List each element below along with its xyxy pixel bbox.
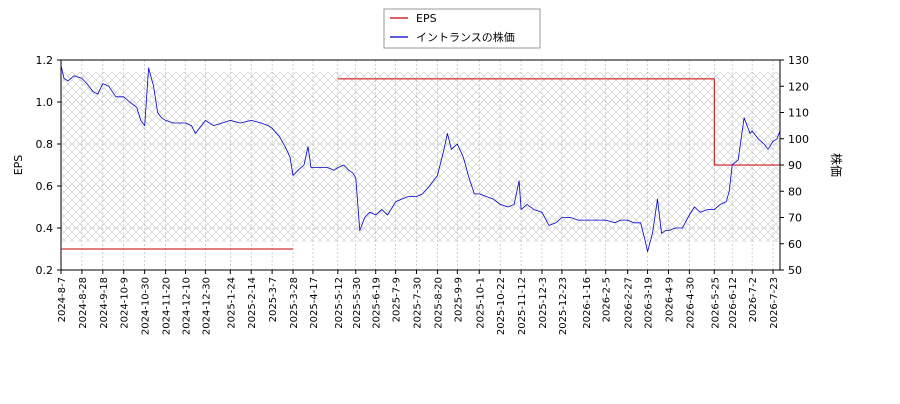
hatch-band bbox=[61, 72, 780, 242]
x-tick-label: 2025-6-19 bbox=[372, 277, 383, 329]
right-tick-label: 100 bbox=[788, 133, 809, 146]
left-axis: 0.2 0.4 0.6 0.8 1.0 1.2 bbox=[36, 54, 61, 277]
x-tick-label: 2026-2-27 bbox=[624, 277, 635, 329]
x-tick-label: 2025-12-23 bbox=[558, 277, 569, 335]
x-tick-label: 2026-2-5 bbox=[602, 277, 613, 322]
x-tick-label: 2025-9-9 bbox=[453, 277, 464, 322]
x-tick-label: 2026-7-2 bbox=[748, 277, 759, 322]
x-tick-label: 2025-12-3 bbox=[538, 277, 549, 329]
series-layer bbox=[60, 65, 781, 253]
x-tick-label: 2025-10-22 bbox=[496, 277, 507, 335]
x-tick-label: 2025-1-24 bbox=[226, 277, 237, 329]
x-tick-label: 2025-2-14 bbox=[247, 277, 258, 329]
left-tick-label: 1.2 bbox=[36, 54, 54, 67]
right-tick-label: 130 bbox=[788, 54, 809, 67]
x-tick-label: 2026-6-12 bbox=[728, 277, 739, 329]
x-tick-label: 2025-3-28 bbox=[289, 277, 300, 329]
x-tick-label: 2024-8-7 bbox=[57, 277, 68, 322]
right-axis: 50 60 70 80 90 100 110 120 130 bbox=[780, 54, 809, 277]
x-tick-label: 2025-7-30 bbox=[413, 277, 424, 329]
x-tick-label: 2026-3-19 bbox=[644, 277, 655, 329]
x-tick-label: 2025-3-7 bbox=[268, 277, 279, 322]
x-tick-label: 2025-8-20 bbox=[433, 277, 444, 329]
right-tick-label: 90 bbox=[788, 159, 802, 172]
x-tick-label: 2024-10-30 bbox=[141, 277, 152, 335]
right-tick-label: 120 bbox=[788, 80, 809, 93]
left-tick-label: 0.4 bbox=[36, 222, 54, 235]
right-tick-label: 60 bbox=[788, 238, 802, 251]
x-tick-label: 2024-10-9 bbox=[120, 277, 131, 329]
x-tick-label: 2026-5-25 bbox=[710, 277, 721, 329]
x-axis: 2024-8-7 2024-8-28 2024-9-18 2024-10-9 2024-… bbox=[57, 270, 780, 335]
left-axis-label: EPS bbox=[12, 155, 25, 176]
left-tick-label: 1.0 bbox=[36, 96, 54, 109]
legend-label-eps: EPS bbox=[416, 12, 437, 25]
x-tick-label: 2026-1-16 bbox=[582, 277, 593, 329]
right-tick-label: 70 bbox=[788, 212, 802, 225]
right-tick-label: 110 bbox=[788, 107, 809, 120]
x-tick-label: 2024-12-30 bbox=[201, 277, 212, 335]
x-tick-label: 2025-5-12 bbox=[334, 277, 345, 329]
right-axis-label: 株価 bbox=[829, 153, 844, 177]
x-tick-label: 2025-10-1 bbox=[475, 277, 486, 329]
x-tick-label: 2025-11-12 bbox=[517, 277, 528, 335]
x-tick-label: 2025-5-30 bbox=[352, 277, 363, 329]
legend-box bbox=[383, 8, 541, 49]
left-tick-label: 0.2 bbox=[36, 264, 54, 277]
right-tick-label: 50 bbox=[788, 264, 802, 277]
eps-line-segment bbox=[337, 78, 780, 166]
right-tick-label: 80 bbox=[788, 185, 802, 198]
x-tick-label: 2026-7-23 bbox=[769, 277, 780, 329]
x-tick-label: 2024-8-28 bbox=[78, 277, 89, 329]
price-line bbox=[60, 65, 781, 253]
x-tick-label: 2024-9-18 bbox=[99, 277, 110, 329]
legend-label-price: イントランスの株価 bbox=[416, 30, 515, 44]
legend: EPS イントランスの株価 bbox=[383, 8, 541, 49]
x-tick-label: 2024-11-20 bbox=[162, 277, 173, 335]
x-tick-label: 2026-4-30 bbox=[685, 277, 696, 329]
x-tick-label: 2025-7-9 bbox=[392, 277, 403, 322]
x-tick-label: 2024-12-10 bbox=[181, 277, 192, 335]
x-tick-label: 2025-4-17 bbox=[309, 277, 320, 329]
left-tick-label: 0.6 bbox=[36, 180, 54, 193]
x-tick-label: 2026-4-9 bbox=[664, 277, 675, 322]
left-tick-label: 0.8 bbox=[36, 138, 54, 151]
